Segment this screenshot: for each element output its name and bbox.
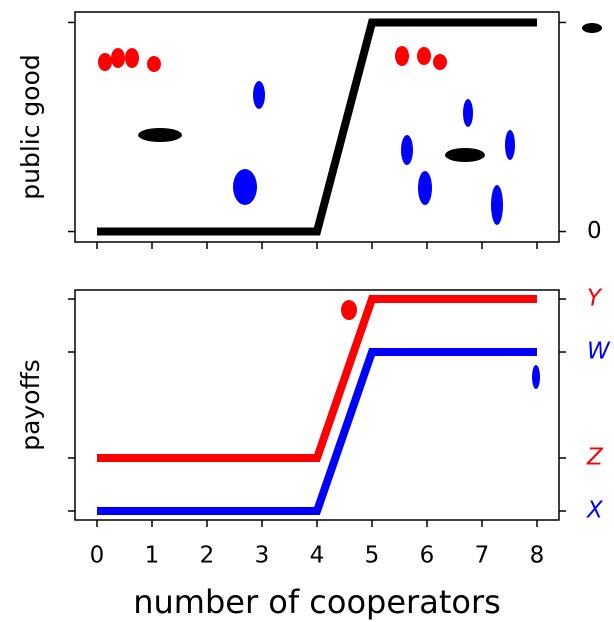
decor-icons — [98, 23, 602, 389]
data-line — [97, 18, 537, 236]
y-tick-label: X — [586, 497, 604, 523]
x-tick-label: 8 — [530, 543, 545, 569]
x-axis-label: number of cooperators — [133, 583, 501, 621]
axes-frame — [74, 11, 560, 243]
x-tick-label: 6 — [420, 543, 435, 569]
y-tick-label: 0 — [587, 218, 602, 244]
x-tick-label: 7 — [475, 543, 490, 569]
axes-frame — [74, 289, 560, 521]
data-line — [97, 295, 537, 462]
data-line — [97, 348, 537, 515]
x-tick-label: 0 — [90, 543, 105, 569]
x-tick-label: 2 — [200, 543, 215, 569]
x-tick-label: 1 — [145, 543, 160, 569]
y-tick-label: Z — [586, 444, 604, 470]
y-axis-label: public good — [16, 54, 45, 200]
x-tick-label: 4 — [310, 543, 325, 569]
y-axis-label: payoffs — [16, 359, 45, 451]
y-tick-label: Y — [587, 286, 603, 312]
y-tick-label: W — [587, 339, 611, 365]
x-tick-label: 3 — [255, 543, 270, 569]
x-tick-label: 5 — [365, 543, 380, 569]
